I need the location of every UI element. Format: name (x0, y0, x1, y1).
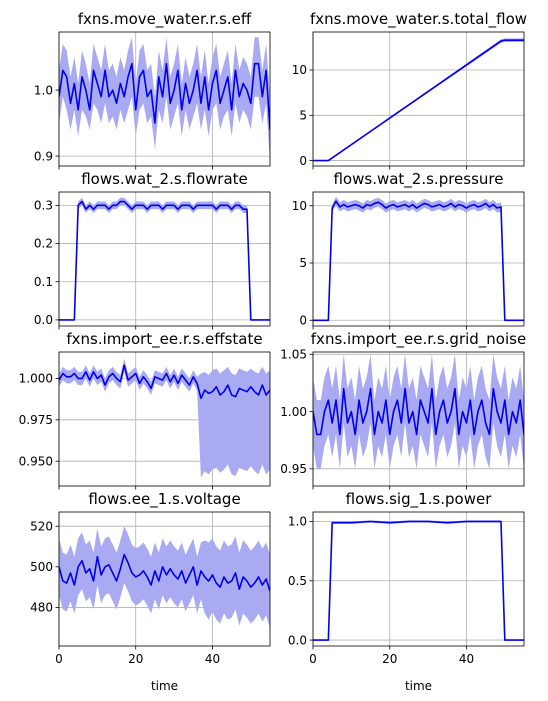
subplot-3: 0.0 0.1 0.2 0.3 flows.wat_2.s.flowrate (34, 170, 271, 330)
series-line (59, 62, 270, 130)
axes-frame (58, 191, 271, 327)
y-tick-label: 520 (30, 519, 53, 533)
x-tick-label: 0 (309, 652, 317, 666)
y-tick-label: 0.95 (280, 462, 307, 476)
y-tick-label: 0.3 (34, 199, 53, 213)
subplot-title: flows.wat_2.s.flowrate (81, 170, 248, 189)
subplot-title: fxns.import_ee.r.s.grid_noise (311, 330, 526, 349)
y-tick-label: 1.05 (280, 347, 307, 361)
subplot-title: flows.wat_2.s.pressure (333, 170, 503, 189)
y-tick-label: 500 (30, 560, 53, 574)
series-line (59, 364, 270, 400)
subplot-title: flows.ee_1.s.voltage (88, 490, 240, 509)
y-tick-label: 0.1 (34, 275, 53, 289)
y-tick-label: 10 (292, 199, 307, 213)
y-tick-label: 1.000 (19, 372, 53, 386)
subplot-5: 0.950 0.975 1.000 fxns.import_ee.r.s.effsta… (19, 330, 271, 490)
axes-frame (58, 31, 271, 167)
y-tick-label: 0.975 (19, 413, 53, 427)
y-tick-label: 0 (299, 154, 307, 168)
y-tick-label: 1.0 (288, 515, 307, 529)
plot-area (59, 358, 270, 478)
subplot-4: 0 5 10 flows.wat_2.s.pressure (292, 170, 525, 330)
plot-area (313, 354, 524, 469)
axes-frame (312, 191, 525, 327)
series-line (59, 553, 270, 592)
axes-frame (312, 511, 525, 647)
subplot-6: 0.95 1.00 1.05 fxns.import_ee.r.s.grid_nois… (280, 330, 526, 490)
confidence-band (59, 37, 270, 163)
subplot-1: 0.9 1.0 fxns.move_water.r.s.eff (34, 10, 271, 170)
y-tick-label: 0 (299, 313, 307, 327)
confidence-band (313, 520, 524, 641)
confidence-band (59, 197, 270, 320)
y-tick-label: 0.9 (34, 149, 53, 163)
axes-frame (58, 511, 271, 647)
confidence-band (59, 526, 270, 628)
series-line (59, 200, 270, 321)
x-tick-label: 20 (128, 652, 143, 666)
plot-area (59, 526, 270, 628)
plot-area (313, 196, 524, 322)
series-line (313, 387, 524, 436)
subplot-title: fxns.import_ee.r.s.effstate (66, 330, 262, 349)
y-tick-label: 5 (299, 256, 307, 270)
y-tick-label: 0.0 (288, 633, 307, 647)
series-line (313, 200, 524, 322)
axes-frame (312, 31, 525, 167)
subplot-2: 0 5 10 fxns.move_water.s.total_flow (292, 10, 527, 170)
confidence-band (313, 196, 524, 321)
x-axis-label: time (151, 679, 178, 693)
x-tick-label: 20 (382, 652, 397, 666)
y-tick-label: 0.0 (34, 313, 53, 327)
plot-area (59, 197, 270, 321)
x-tick-label: 0 (55, 652, 63, 666)
y-tick-label: 0.5 (288, 574, 307, 588)
x-tick-label: 40 (459, 652, 474, 666)
x-tick-label: 40 (205, 652, 220, 666)
y-tick-label: 10 (292, 63, 307, 77)
subplot-title: fxns.move_water.r.s.eff (78, 10, 252, 29)
x-axis-label: time (405, 679, 432, 693)
y-tick-label: 0.950 (19, 454, 53, 468)
plot-area (313, 38, 524, 162)
y-tick-label: 1.0 (34, 83, 53, 97)
series-line (313, 39, 524, 162)
axes-frame (58, 351, 271, 487)
y-tick-label: 5 (299, 108, 307, 122)
y-tick-label: 480 (30, 601, 53, 615)
confidence-band (313, 38, 524, 161)
axes-frame (312, 351, 525, 487)
plot-area (313, 520, 524, 641)
series-line (313, 520, 524, 641)
y-tick-label: 1.00 (280, 405, 307, 419)
plot-area (59, 37, 270, 163)
y-tick-label: 0.2 (34, 237, 53, 251)
subplot-title: fxns.move_water.s.total_flow (310, 10, 527, 29)
subplot-title: flows.sig_1.s.power (346, 490, 493, 509)
